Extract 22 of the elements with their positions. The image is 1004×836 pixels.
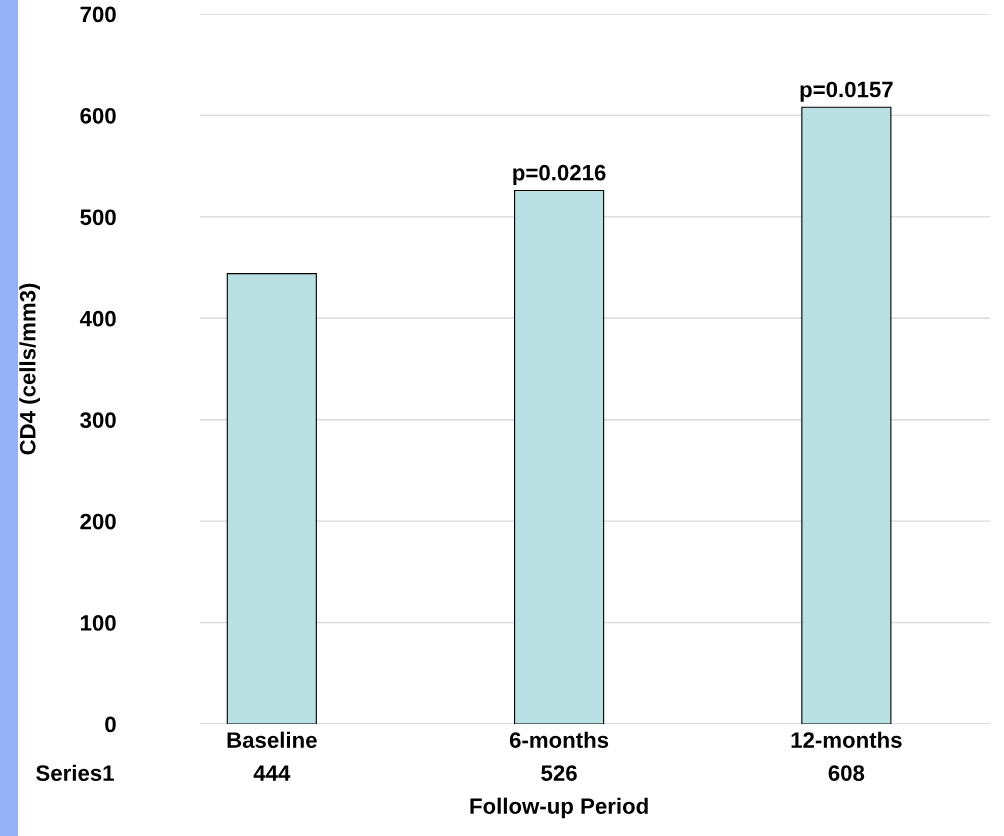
x-tick-label: 6-months <box>509 731 609 748</box>
annotation: p=0.0157 <box>800 81 893 102</box>
y-tick-label: 300 <box>80 412 116 429</box>
text: Series1 <box>36 764 114 781</box>
x-tick-label: Baseline <box>227 731 317 748</box>
bar <box>226 273 317 724</box>
bar <box>801 106 892 724</box>
y-tick-label: 600 <box>80 107 116 124</box>
data-label: 526 <box>541 765 577 781</box>
x-tick-label: 12-months <box>791 731 902 748</box>
y-tick-label: 100 <box>80 615 116 631</box>
y-tick-label: 700 <box>80 6 116 23</box>
y-tick-label: 500 <box>80 209 116 226</box>
y-axis-title: CD4 (cells/mm3) <box>19 283 40 455</box>
y-tick-label: 200 <box>80 513 116 530</box>
data-label: 608 <box>828 765 865 781</box>
data-label: 444 <box>253 765 291 781</box>
x-axis-title: Follow-up Period <box>470 797 648 819</box>
annotation: p=0.0216 <box>513 164 606 185</box>
y-tick-label: 0 <box>105 716 116 733</box>
bar <box>514 189 605 724</box>
y-tick-label: 400 <box>79 310 116 327</box>
